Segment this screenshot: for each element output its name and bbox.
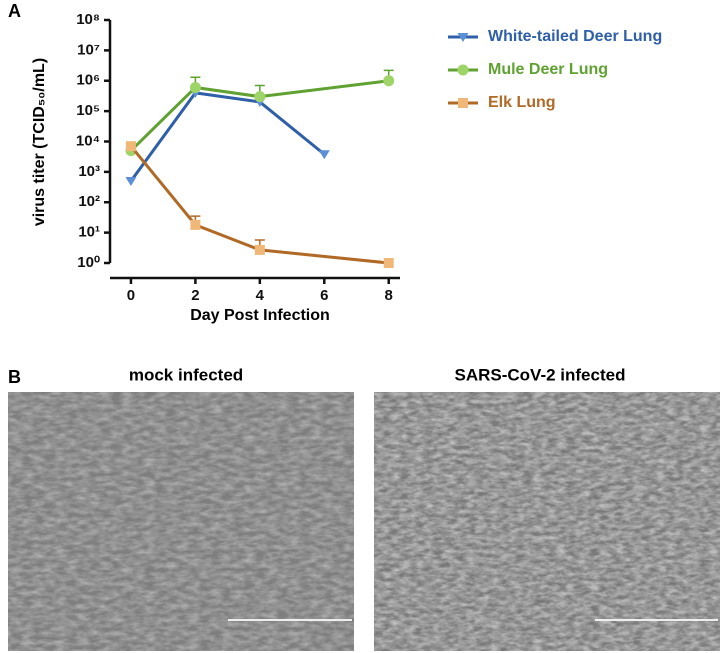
image-title: SARS-CoV-2 infected [455, 365, 626, 384]
y-tick-label: 10⁴ [76, 132, 100, 149]
data-point [189, 81, 201, 93]
data-point [383, 75, 395, 87]
x-tick-label: 0 [127, 287, 135, 304]
data-point [190, 219, 201, 230]
y-tick-label: 10⁷ [77, 41, 100, 58]
y-tick-label: 10⁵ [76, 102, 100, 119]
data-point [383, 258, 394, 268]
image-title: mock infected [129, 365, 243, 384]
data-point [318, 150, 330, 160]
data-point [125, 141, 136, 152]
legend-marker [457, 33, 469, 42]
series-line [129, 79, 389, 152]
legend-label: Mule Deer Lung [488, 61, 608, 78]
y-axis-title: virus titer (TCID₅₀/mL) [31, 58, 48, 226]
series-line [129, 145, 389, 265]
y-tick-label: 10¹ [78, 224, 100, 241]
x-tick-label: 8 [385, 287, 393, 304]
series-line [129, 91, 326, 182]
legend-label: White-tailed Deer Lung [488, 28, 662, 45]
micrograph [374, 392, 720, 651]
legend-label: Elk Lung [488, 94, 556, 111]
y-tick-label: 10⁸ [76, 11, 100, 28]
panel-label: A [8, 1, 21, 21]
data-point [254, 91, 266, 103]
x-tick-label: 6 [320, 287, 328, 304]
x-axis-title: Day Post Infection [190, 307, 330, 324]
x-tick-label: 2 [191, 287, 199, 304]
micrograph [8, 392, 354, 651]
x-tick-label: 4 [256, 287, 265, 304]
y-tick-label: 10³ [78, 163, 100, 180]
legend-marker [457, 64, 469, 76]
legend-marker [458, 98, 468, 108]
y-tick-label: 10⁰ [77, 254, 100, 271]
data-point [125, 177, 137, 187]
data-point [254, 244, 265, 255]
panel-label: B [8, 367, 21, 387]
y-tick-label: 10² [78, 193, 100, 210]
y-tick-label: 10⁶ [76, 72, 100, 89]
